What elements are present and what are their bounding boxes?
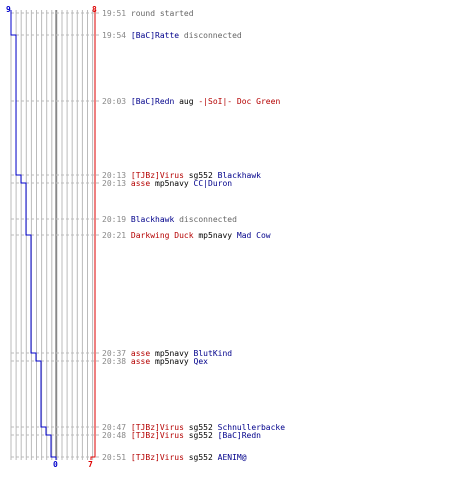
event-time: 20:37 bbox=[102, 349, 127, 358]
blue-team-alive-line bbox=[10, 10, 57, 460]
event-time: 20:21 bbox=[102, 231, 127, 240]
event-text: disconnected bbox=[174, 215, 237, 224]
player-name: [TJBz]Virus bbox=[130, 423, 184, 432]
event-row: 20:03 [BaC]Redn aug -|SoI|- Doc Green bbox=[102, 97, 280, 106]
player-name: Blackhawk bbox=[130, 215, 175, 224]
weapon-text: sg552 bbox=[183, 431, 218, 440]
event-time: 20:19 bbox=[102, 215, 127, 224]
event-text: round started bbox=[130, 9, 194, 18]
player-name: BlutKind bbox=[193, 349, 233, 358]
event-time: 20:13 bbox=[102, 171, 127, 180]
player-name: Schnullerbacke bbox=[217, 423, 286, 432]
weapon-text: mp5navy bbox=[150, 349, 194, 358]
event-time: 20:13 bbox=[102, 179, 127, 188]
event-time: 20:48 bbox=[102, 431, 127, 440]
player-name: CC|Duron bbox=[193, 179, 233, 188]
player-name: Darkwing Duck bbox=[130, 231, 194, 240]
weapon-text: aug bbox=[174, 97, 199, 106]
event-row: 20:21 Darkwing Duck mp5navy Mad Cow bbox=[102, 231, 271, 240]
team-timeline-graph: 9 8 0 7 bbox=[6, 5, 100, 469]
player-name: [TJBz]Virus bbox=[130, 453, 184, 462]
event-row: 20:37 asse mp5navy BlutKind bbox=[102, 349, 232, 358]
weapon-text: mp5navy bbox=[150, 357, 194, 366]
event-time: 19:54 bbox=[102, 31, 127, 40]
player-name: asse bbox=[130, 357, 151, 366]
weapon-text: mp5navy bbox=[150, 179, 194, 188]
weapon-text: mp5navy bbox=[193, 231, 237, 240]
event-row: 20:13 asse mp5navy CC|Duron bbox=[102, 179, 232, 188]
player-name: -|SoI|- Doc Green bbox=[198, 97, 281, 106]
player-name: Mad Cow bbox=[236, 231, 271, 240]
player-name: [TJBz]Virus bbox=[130, 171, 184, 180]
event-row: 20:38 asse mp5navy Qex bbox=[102, 357, 208, 366]
player-name: [BaC]Redn bbox=[217, 431, 261, 440]
blue-start-count: 9 bbox=[6, 5, 11, 14]
event-time: 20:51 bbox=[102, 453, 127, 462]
event-row: 19:54 [BaC]Ratte disconnected bbox=[102, 31, 242, 40]
player-name: [TJBz]Virus bbox=[130, 431, 184, 440]
player-name: AENIM@ bbox=[217, 453, 247, 462]
blue-end-count: 0 bbox=[53, 460, 58, 469]
event-time: 20:47 bbox=[102, 423, 127, 432]
event-row: 20:47 [TJBz]Virus sg552 Schnullerbacke bbox=[102, 423, 285, 432]
event-time: 20:38 bbox=[102, 357, 127, 366]
event-time: 19:51 bbox=[102, 9, 127, 18]
event-row: 20:51 [TJBz]Virus sg552 AENIM@ bbox=[102, 453, 247, 462]
weapon-text: sg552 bbox=[183, 453, 218, 462]
player-name: Qex bbox=[193, 357, 208, 366]
event-time: 20:03 bbox=[102, 97, 127, 106]
event-row: 20:48 [TJBz]Virus sg552 [BaC]Redn bbox=[102, 431, 261, 440]
player-name: Blackhawk bbox=[217, 171, 261, 180]
player-name: asse bbox=[130, 349, 151, 358]
player-name: [BaC]Ratte bbox=[130, 31, 180, 40]
event-row: 20:13 [TJBz]Virus sg552 Blackhawk bbox=[102, 171, 261, 180]
player-name: asse bbox=[130, 179, 151, 188]
event-row: 19:51 round started bbox=[102, 9, 194, 18]
player-name: [BaC]Redn bbox=[130, 97, 175, 106]
red-start-count: 8 bbox=[92, 5, 97, 14]
event-row: 20:19 Blackhawk disconnected bbox=[102, 215, 237, 224]
weapon-text: sg552 bbox=[183, 423, 218, 432]
red-team-alive-line bbox=[90, 10, 96, 460]
red-end-count: 7 bbox=[88, 460, 93, 469]
event-text: disconnected bbox=[179, 31, 242, 40]
weapon-text: sg552 bbox=[183, 171, 218, 180]
